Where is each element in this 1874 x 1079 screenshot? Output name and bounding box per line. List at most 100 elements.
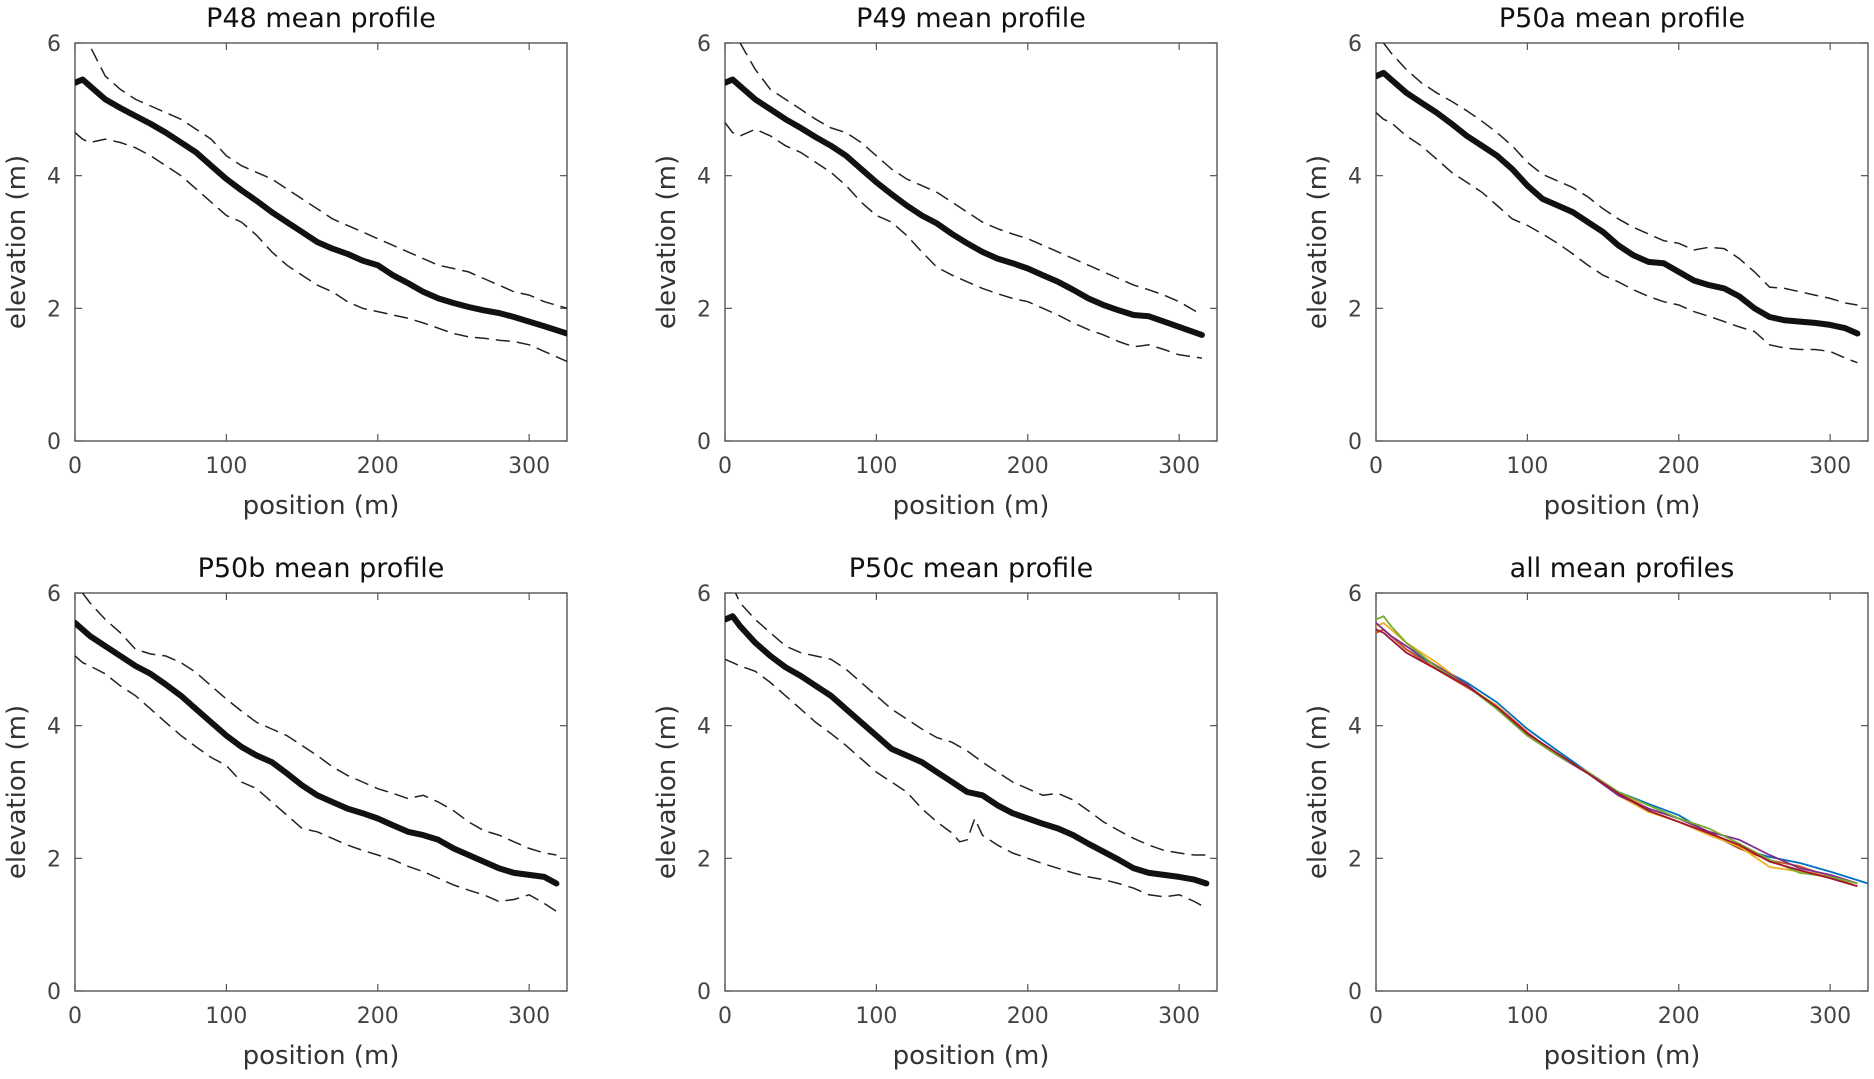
axes-box [724, 592, 1218, 992]
series-line-p50a [1376, 622, 1858, 885]
axes-box [74, 592, 568, 992]
series-line-lower [725, 658, 1207, 909]
y-tick-label: 6 [697, 582, 711, 607]
series-line-p50c [1376, 615, 1858, 885]
series-line-lower [725, 122, 1203, 359]
x-tick-label: 0 [718, 1004, 732, 1029]
series-group [75, 43, 567, 363]
y-axis-label: elevation (m) [1303, 705, 1333, 879]
series-line-extra [1376, 628, 1858, 888]
y-tick-label: 0 [697, 980, 711, 1005]
panel-5: 0 100 200 300 0 2 4 6 all mean profiles position … [1303, 553, 1869, 1071]
panel-2: 0 100 200 300 0 2 4 6 P50a mean profile position … [1303, 3, 1869, 521]
series-line-upper [739, 43, 1203, 316]
series-line-mean [75, 76, 567, 337]
y-axis-label: elevation (m) [2, 705, 32, 879]
y-tick-label: 2 [47, 847, 61, 872]
y-tick-label: 4 [47, 715, 61, 740]
panel-title: P48 mean profile [206, 3, 436, 34]
x-axis-label: position (m) [893, 491, 1050, 521]
series-line-p48 [1376, 628, 1868, 885]
x-axis-label: position (m) [893, 1041, 1050, 1071]
series-group [725, 593, 1210, 909]
x-tick-label: 300 [1809, 454, 1851, 479]
x-tick-label: 300 [1158, 1004, 1200, 1029]
series-line-mean [725, 76, 1205, 338]
x-tick-label: 300 [1158, 454, 1200, 479]
x-tick-label: 200 [1007, 1004, 1049, 1029]
y-tick-label: 4 [1348, 165, 1362, 190]
y-tick-label: 6 [1348, 32, 1362, 57]
series-line-upper [734, 593, 1207, 856]
y-tick-label: 6 [47, 582, 61, 607]
series-group [725, 43, 1205, 359]
series-line-upper [87, 43, 567, 310]
series-group [75, 593, 560, 913]
x-tick-label: 0 [1369, 1004, 1383, 1029]
y-tick-label: 2 [1348, 297, 1362, 322]
y-tick-label: 4 [697, 165, 711, 190]
panel-title: P50a mean profile [1499, 3, 1745, 34]
y-axis-label: elevation (m) [652, 705, 682, 879]
y-tick-label: 4 [697, 715, 711, 740]
series-line-p49 [1376, 628, 1854, 886]
x-tick-label: 0 [68, 454, 82, 479]
x-axis-label: position (m) [1544, 491, 1701, 521]
x-tick-label: 100 [855, 454, 897, 479]
x-tick-label: 300 [508, 1004, 550, 1029]
x-tick-label: 0 [718, 454, 732, 479]
x-axis-label: position (m) [243, 491, 400, 521]
x-tick-label: 200 [357, 1004, 399, 1029]
panel-0: 0 100 200 300 0 2 4 6 P48 mean profile position (… [2, 3, 568, 521]
series-line-lower [75, 655, 557, 913]
x-tick-label: 100 [205, 454, 247, 479]
x-tick-label: 100 [1506, 1004, 1548, 1029]
panel-title: P50b mean profile [198, 553, 445, 584]
x-tick-label: 100 [855, 1004, 897, 1029]
y-tick-label: 4 [47, 165, 61, 190]
y-tick-label: 2 [1348, 847, 1362, 872]
x-tick-label: 100 [1506, 454, 1548, 479]
x-tick-label: 200 [1007, 454, 1049, 479]
x-tick-label: 300 [1809, 1004, 1851, 1029]
series-line-lower [1376, 112, 1858, 364]
y-axis-label: elevation (m) [652, 155, 682, 329]
series-line-upper [1383, 43, 1858, 306]
y-axis-label: elevation (m) [1303, 155, 1333, 329]
series-group [1376, 615, 1868, 888]
y-tick-label: 0 [697, 430, 711, 455]
panel-1: 0 100 200 300 0 2 4 6 P49 mean profile position (… [652, 3, 1218, 521]
panel-title: P49 mean profile [856, 3, 1086, 34]
axes-box [1375, 42, 1869, 442]
panel-title: all mean profiles [1510, 553, 1735, 584]
y-tick-label: 2 [47, 297, 61, 322]
y-tick-label: 0 [1348, 430, 1362, 455]
y-tick-label: 0 [47, 980, 61, 1005]
panel-3: 0 100 200 300 0 2 4 6 P50b mean profile position … [2, 553, 568, 1071]
panel-4: 0 100 200 300 0 2 4 6 P50c mean profile position … [652, 553, 1218, 1071]
y-tick-label: 0 [1348, 980, 1362, 1005]
y-axis-label: elevation (m) [2, 155, 32, 329]
x-tick-label: 200 [357, 454, 399, 479]
y-tick-label: 2 [697, 847, 711, 872]
axes-box [724, 42, 1218, 442]
y-tick-label: 0 [47, 430, 61, 455]
x-tick-label: 200 [1658, 454, 1700, 479]
x-axis-label: position (m) [1544, 1041, 1701, 1071]
series-line-mean [725, 613, 1210, 887]
series-line-upper [81, 593, 557, 856]
series-line-lower [75, 132, 567, 363]
x-tick-label: 200 [1658, 1004, 1700, 1029]
y-tick-label: 6 [697, 32, 711, 57]
series-line-mean [75, 619, 560, 887]
x-tick-label: 0 [1369, 454, 1383, 479]
series-line-mean [1376, 69, 1861, 337]
y-tick-label: 6 [47, 32, 61, 57]
y-tick-label: 4 [1348, 715, 1362, 740]
axes-box [74, 42, 568, 442]
axes-box [1375, 592, 1869, 992]
x-axis-label: position (m) [243, 1041, 400, 1071]
y-tick-label: 6 [1348, 582, 1362, 607]
